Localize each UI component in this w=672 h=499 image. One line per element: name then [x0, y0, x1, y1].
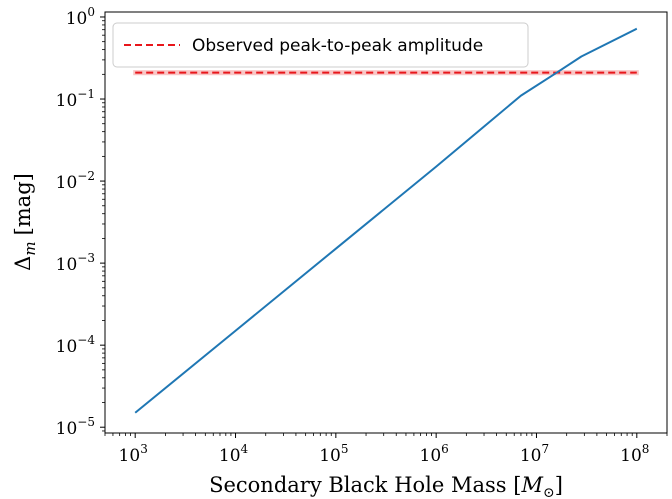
y-tick-label: 10−1 — [56, 87, 95, 111]
legend-label: Observed peak-to-peak amplitude — [192, 36, 483, 56]
x-tick-label: 107 — [520, 442, 549, 466]
plot-frame — [104, 11, 668, 434]
legend: Observed peak-to-peak amplitude — [112, 22, 529, 68]
observed-amplitude-band — [133, 70, 639, 76]
series-layer — [134, 27, 638, 414]
x-tick-label: 105 — [319, 442, 348, 466]
y-tick-label: 10−3 — [56, 251, 95, 275]
y-tick-label: 10−4 — [56, 333, 96, 357]
x-axis: 103 104 105 106 107 108 — [104, 433, 668, 466]
observed-amplitude-band-rect — [133, 70, 639, 76]
x-tick-label: 103 — [119, 442, 148, 466]
y-tick-label: 100 — [66, 5, 95, 29]
y-axis: 10−5 10−4 10−3 10−2 10−1 100 — [56, 5, 105, 439]
x-tick-label: 104 — [219, 442, 249, 466]
y-tick-label: 10−5 — [56, 415, 95, 439]
y-axis-label: Δm[mag] — [11, 173, 39, 271]
series-line-0 — [134, 27, 638, 414]
x-tick-label: 108 — [620, 442, 649, 466]
x-tick-label: 106 — [420, 442, 449, 466]
x-axis-label: Secondary Black Hole Mass [M⊙] — [209, 473, 563, 499]
legend-box — [112, 22, 529, 68]
y-tick-label: 10−2 — [56, 169, 95, 193]
